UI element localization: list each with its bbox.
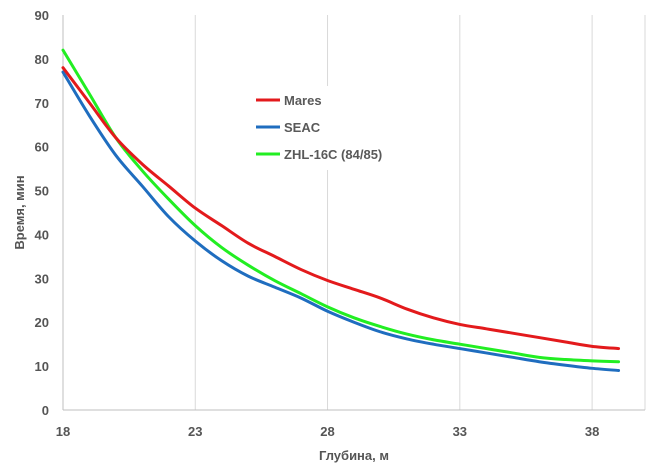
y-axis-title: Время, мин (12, 175, 27, 249)
tick-labels: 0 10 20 30 40 50 60 70 80 90 18 23 28 33 38 (35, 8, 600, 439)
x-axis-title: Глубина, м (319, 448, 389, 463)
axes (62, 15, 645, 411)
y-tick-label: 90 (35, 8, 49, 23)
series-line-zhl-16c-84-85 (61, 48, 621, 364)
x-tick-label: 23 (188, 424, 202, 439)
series-line-mares (61, 66, 621, 351)
legend: Mares SEAC ZHL-16C (84/85) (250, 86, 400, 170)
legend-label-zhl-16c-84-85: ZHL-16C (84/85) (284, 147, 382, 162)
y-tick-label: 30 (35, 271, 49, 286)
y-tick-label: 60 (35, 140, 49, 155)
series-lines (61, 48, 621, 372)
y-tick-label: 20 (35, 315, 49, 330)
y-tick-label: 50 (35, 184, 49, 199)
legend-label-seac: SEAC (284, 120, 321, 135)
y-tick-label: 0 (42, 403, 49, 418)
x-tick-label: 33 (453, 424, 467, 439)
y-tick-label: 70 (35, 96, 49, 111)
y-tick-label: 40 (35, 227, 49, 242)
gridlines (194, 15, 646, 410)
x-tick-label: 18 (56, 424, 70, 439)
y-tick-label: 80 (35, 52, 49, 67)
series-line-seac (61, 70, 621, 372)
x-tick-label: 28 (320, 424, 334, 439)
y-tick-label: 10 (35, 359, 49, 374)
x-tick-label: 38 (585, 424, 599, 439)
legend-label-mares: Mares (284, 93, 322, 108)
